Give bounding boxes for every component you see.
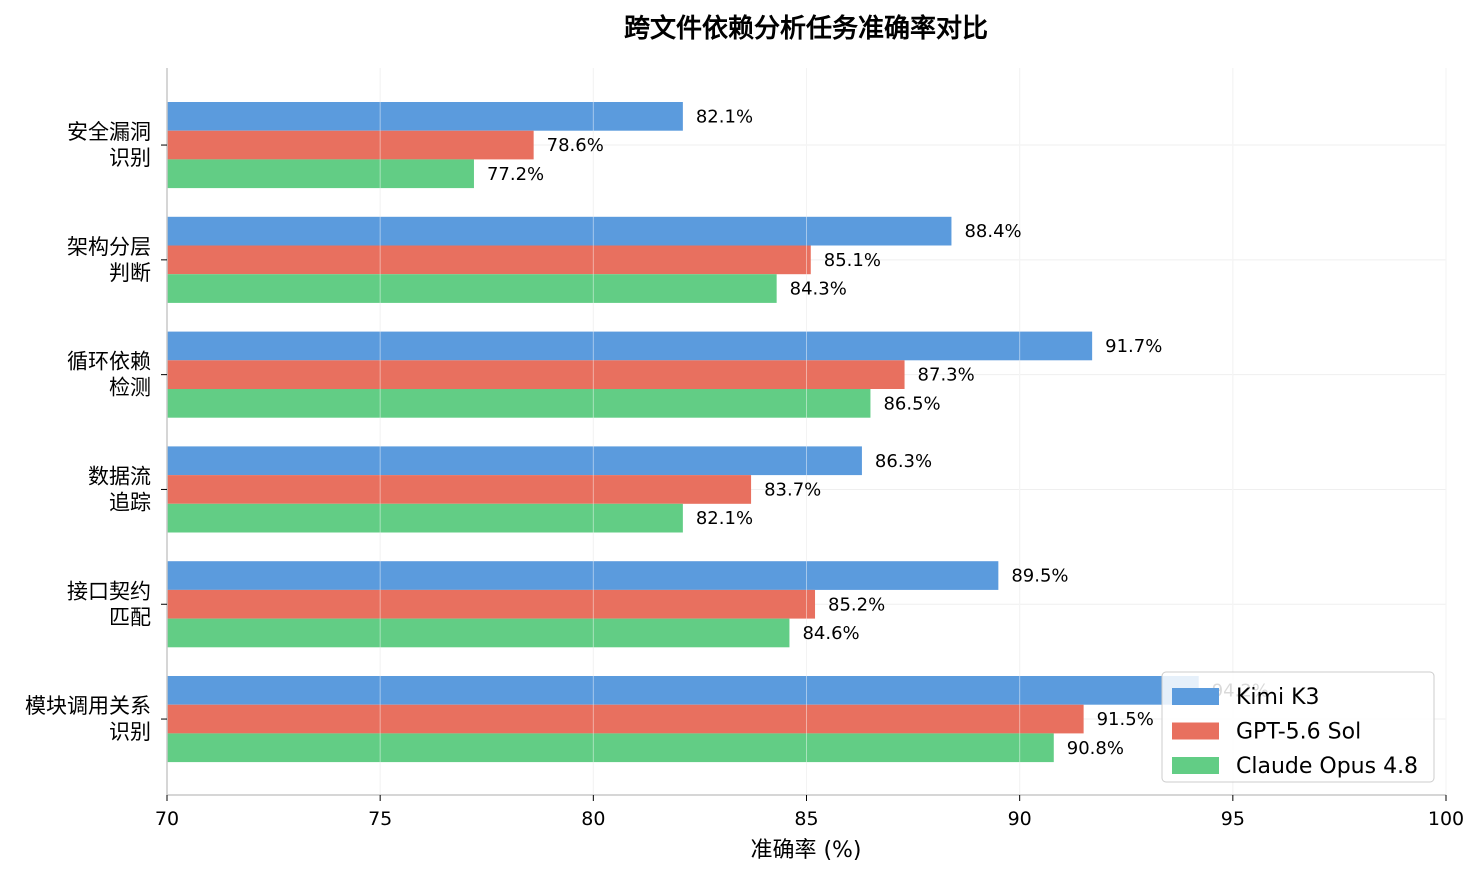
x-tick-label: 85 [794, 808, 818, 830]
bar-value-label: 85.1% [824, 250, 881, 271]
legend: Kimi K3 GPT-5.6 Sol Claude Opus 4.8 [1161, 671, 1435, 783]
x-tick-label: 100 [1428, 808, 1464, 830]
bar [167, 130, 534, 160]
x-tick-label: 70 [155, 808, 179, 830]
bar-value-label: 87.3% [918, 365, 975, 386]
bar-value-label: 84.3% [790, 279, 847, 300]
y-tick-label-line: 循环依赖 [67, 350, 151, 374]
bar [167, 503, 683, 533]
y-tick-label: 数据流追踪 [88, 464, 151, 514]
y-tick-label-line: 识别 [109, 720, 151, 744]
y-tick-label-line: 数据流 [88, 464, 151, 488]
y-tick-label-line: 接口契约 [67, 579, 151, 603]
bar [167, 274, 777, 303]
bar [167, 618, 790, 648]
bar [167, 704, 1084, 734]
x-axis-label: 准确率 (%) [750, 838, 861, 863]
bar [167, 475, 752, 504]
legend-label: GPT-5.6 Sol [1236, 720, 1361, 745]
y-tick-label-line: 架构分层 [67, 235, 151, 259]
y-tick-label: 架构分层判断 [67, 235, 151, 285]
axes: 70 75 80 85 90 95 100安全漏洞识别架构分层判断循环依赖检测数据流追踪接口… [25, 68, 1464, 830]
bar-value-label: 85.2% [828, 594, 885, 615]
data-labels: 82.1%88.4%91.7%86.3%89.5%94.2%78.6%85.1%… [487, 106, 1269, 758]
y-tick-label: 接口契约匹配 [67, 579, 151, 629]
x-tick-label: 95 [1221, 808, 1245, 830]
y-tick-label: 安全漏洞识别 [67, 120, 151, 170]
y-tick-label-line: 匹配 [109, 605, 151, 629]
bar-value-label: 78.6% [547, 135, 604, 156]
y-tick-label-line: 检测 [109, 376, 151, 400]
bar [167, 561, 999, 590]
bar-value-label: 89.5% [1011, 566, 1068, 587]
bar [167, 676, 1199, 705]
bar-value-label: 86.5% [883, 393, 940, 414]
y-tick-label-line: 识别 [109, 146, 151, 170]
bar-value-label: 77.2% [487, 164, 544, 185]
bar [167, 159, 474, 189]
y-tick-label-line: 判断 [109, 261, 151, 285]
bar-value-label: 82.1% [696, 106, 753, 127]
y-tick-label-line: 追踪 [109, 490, 151, 514]
y-tick-label-line: 模块调用关系 [25, 694, 151, 718]
y-tick-label: 模块调用关系识别 [25, 694, 151, 744]
bar [167, 733, 1054, 763]
bar [167, 102, 683, 131]
y-tick-label-line: 安全漏洞 [67, 120, 151, 144]
bar [167, 446, 862, 476]
bar-value-label: 91.5% [1097, 709, 1154, 730]
bar-value-label: 82.1% [696, 508, 753, 529]
bar [167, 216, 952, 246]
bar-value-label: 90.8% [1067, 738, 1124, 759]
bar [167, 589, 816, 619]
y-tick-label: 循环依赖检测 [67, 350, 151, 400]
legend-swatch [1172, 688, 1219, 705]
x-tick-label: 75 [368, 808, 392, 830]
bar [167, 360, 905, 389]
legend-swatch [1172, 757, 1219, 774]
bars [167, 68, 1447, 795]
legend-label: Claude Opus 4.8 [1236, 754, 1418, 779]
x-tick-label: 90 [1008, 808, 1032, 830]
bar-value-label: 86.3% [875, 451, 932, 472]
bar-value-label: 84.6% [802, 623, 859, 644]
bar-value-label: 88.4% [964, 221, 1021, 242]
bar-value-label: 91.7% [1105, 336, 1162, 357]
legend-swatch [1172, 722, 1219, 740]
bar-value-label: 83.7% [764, 479, 821, 500]
bar [167, 331, 1093, 361]
x-tick-label: 80 [581, 808, 605, 830]
bar [167, 245, 811, 275]
legend-label: Kimi K3 [1236, 685, 1320, 710]
bar [167, 389, 871, 418]
legend-box [1161, 671, 1435, 783]
chart-title: 跨文件依赖分析任务准确率对比 [624, 13, 988, 44]
